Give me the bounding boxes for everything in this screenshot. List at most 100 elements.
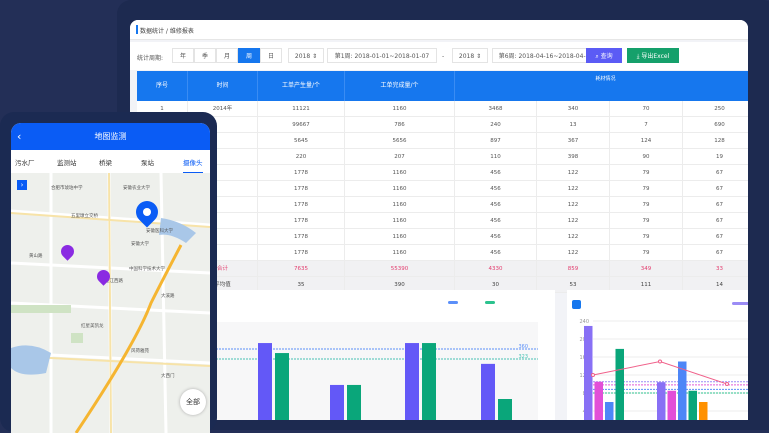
- query-button[interactable]: ⌕ 查询: [586, 48, 622, 63]
- tab-2[interactable]: 桥梁: [99, 159, 112, 167]
- table-cell: 220: [258, 149, 345, 165]
- table-cell: 13: [537, 117, 610, 133]
- table-cell: 1160: [345, 165, 455, 181]
- table-cell: [188, 133, 258, 149]
- workorder-bar-chart: 360 323: [197, 301, 538, 420]
- table-cell: 79: [610, 229, 683, 245]
- table-cell: 67: [683, 165, 748, 181]
- map-label: 红星美凯龙: [81, 324, 104, 329]
- table-cell: 690: [683, 117, 748, 133]
- bar: [405, 343, 419, 420]
- tab-1[interactable]: 监测站: [57, 159, 77, 167]
- table-cell: 1160: [345, 197, 455, 213]
- chart-icon: [572, 300, 581, 309]
- end-year-select[interactable]: 2018 ⇕: [452, 48, 488, 63]
- legend-swatch: [485, 301, 495, 304]
- table-row: 1 2014年 11121 1160 3468 340 70 250: [137, 101, 748, 117]
- column-header: 工单产生量/个: [258, 71, 345, 101]
- period-3[interactable]: 周: [238, 48, 260, 63]
- table-cell: 1160: [345, 101, 455, 117]
- bar: [678, 361, 687, 420]
- export-excel-button[interactable]: ⤓ 导出Excel: [627, 48, 679, 63]
- table-cell: 1778: [258, 213, 345, 229]
- table-cell: 1160: [345, 213, 455, 229]
- map-view[interactable]: › 合肥市琥珀中学 安徽农业大学 五里墩立交桥 安徽医科大学 安徽大学 黄山路 望江西路 中国…: [11, 173, 210, 433]
- bar: [481, 363, 495, 420]
- table-cell: 122: [537, 229, 610, 245]
- material-chart-panel: 2402001601208040: [567, 290, 748, 420]
- end-year-value: 2018: [458, 53, 475, 60]
- table-cell: [188, 245, 258, 261]
- table-cell: 897: [455, 133, 537, 149]
- table-cell: 122: [537, 165, 610, 181]
- table-cell: 456: [455, 213, 537, 229]
- filter-bar: 统计周期: 年季月周日 2018 ⇕ 第1周: 2018-01-01~2018-…: [130, 42, 748, 70]
- end-week-select[interactable]: 第6周: 2018-04-16~2018-04-22: [492, 48, 600, 63]
- table-cell: 67: [683, 197, 748, 213]
- export-label: 导出Excel: [641, 53, 670, 60]
- table-cell: 99667: [258, 117, 345, 133]
- table-cell: [188, 229, 258, 245]
- bar: [605, 402, 614, 420]
- range-separator: -: [442, 53, 445, 60]
- start-year-select[interactable]: 2018 ⇕: [288, 48, 324, 63]
- table-cell: [188, 197, 258, 213]
- table-cell: 7: [610, 117, 683, 133]
- table-cell: 340: [537, 101, 610, 117]
- workorder-chart-panel: 360 323: [197, 290, 555, 420]
- table-cell: 35: [258, 277, 345, 293]
- period-2[interactable]: 月: [216, 48, 238, 63]
- table-cell: 111: [610, 277, 683, 293]
- table-cell: 90: [610, 149, 683, 165]
- bar: [330, 384, 344, 420]
- tab-4[interactable]: 摄像头: [183, 157, 203, 174]
- table-cell: 5656: [345, 133, 455, 149]
- table-cell: 1778: [258, 245, 345, 261]
- period-0[interactable]: 年: [172, 48, 194, 63]
- tab-0[interactable]: 污水厂: [15, 159, 35, 167]
- table-cell: 70: [610, 101, 683, 117]
- column-header: 序号: [137, 71, 188, 101]
- table-cell: [188, 213, 258, 229]
- map-label: 风荷雅苑: [131, 349, 149, 354]
- table-row: 1778 1160 456 122 79 67: [137, 245, 748, 261]
- start-week-select[interactable]: 第1周: 2018-01-01~2018-01-07: [327, 48, 437, 63]
- map-label: 大溪路: [161, 294, 175, 299]
- table-cell: 367: [537, 133, 610, 149]
- y-tick-label: 240: [579, 319, 589, 325]
- period-label: 统计周期:: [137, 55, 164, 62]
- table-row: 1778 1160 456 122 79 67: [137, 181, 748, 197]
- table-row: 5645 5656 897 367 124 128: [137, 133, 748, 149]
- table-cell: 122: [537, 181, 610, 197]
- chevron-left-icon[interactable]: ‹: [17, 130, 22, 143]
- table-cell: 2014年: [188, 101, 258, 117]
- table-row: 合计 7635 55390 4330 859 349 33: [137, 261, 748, 277]
- table-cell: 207: [345, 149, 455, 165]
- table-row: 1778 1160 456 122 79 67: [137, 165, 748, 181]
- table-cell: 5645: [258, 133, 345, 149]
- table-cell: 30: [455, 277, 537, 293]
- table-cell: 859: [537, 261, 610, 277]
- table-cell: 67: [683, 213, 748, 229]
- expand-panel-button[interactable]: ›: [17, 180, 27, 190]
- bar: [594, 381, 603, 420]
- table-cell: 390: [345, 277, 455, 293]
- table-cell: 67: [683, 245, 748, 261]
- table-cell: 124: [610, 133, 683, 149]
- line-point: [591, 373, 595, 377]
- trend-line: [592, 360, 728, 385]
- period-4[interactable]: 日: [260, 48, 282, 63]
- line-point: [725, 382, 729, 386]
- bar: [699, 402, 708, 420]
- table-cell: 1: [137, 101, 188, 117]
- table-cell: 3468: [455, 101, 537, 117]
- column-header: 耗材情况: [455, 71, 748, 101]
- phone-header: ‹ 地图监测: [11, 123, 210, 150]
- period-1[interactable]: 季: [194, 48, 216, 63]
- table-cell: 合计: [188, 261, 258, 277]
- table-cell: 14: [683, 277, 748, 293]
- table-cell: 349: [610, 261, 683, 277]
- tab-3[interactable]: 泵站: [141, 159, 154, 167]
- bar: [275, 353, 289, 420]
- show-all-button[interactable]: 全部: [180, 389, 206, 415]
